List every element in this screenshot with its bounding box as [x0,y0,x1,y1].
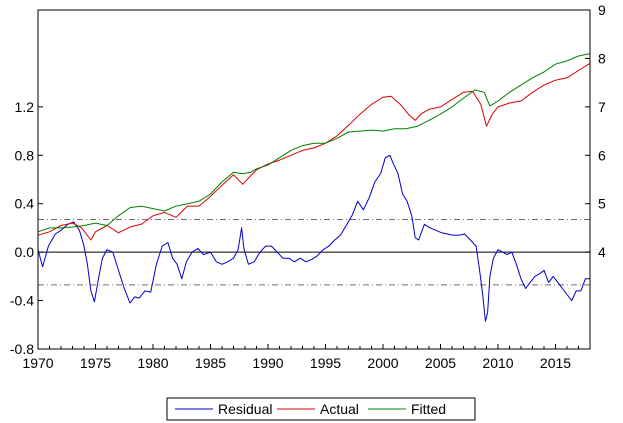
right-y-tick-label: 6 [598,147,606,163]
left-y-tick-label: 0.0 [15,244,35,260]
series-line-actual [37,62,591,241]
left-y-tick-label: -0.4 [10,293,34,309]
right-y-tick-label: 7 [598,99,606,115]
left-y-tick-label: 1.2 [15,99,35,115]
x-tick-label: 1980 [137,355,168,371]
x-tick-label: 2005 [425,355,456,371]
x-tick-label: 1985 [195,355,226,371]
x-tick-label: 1995 [310,355,341,371]
series-line-residual [37,154,590,322]
x-tick-label: 2000 [367,355,398,371]
legend-label-fitted: Fitted [411,401,446,417]
plot-frame [37,9,591,350]
legend-box [166,397,476,421]
series-line-fitted [37,53,591,233]
x-tick-label: 1970 [22,355,53,371]
legend: Residual Actual Fitted [166,397,476,421]
left-y-tick-label: 0.4 [15,196,35,212]
x-tick-label: 2015 [540,355,571,371]
right-y-tick-label: 5 [598,196,606,212]
axes: 1970 1975 1980 1985 1990 1995 2000 2005 2010 2015… [10,2,606,371]
legend-label-actual: Actual [320,401,359,417]
x-tick-label: 1975 [80,355,111,371]
right-y-tick-label: 9 [598,2,606,18]
left-y-tick-label: 0.8 [15,147,35,163]
right-y-tick-label: 8 [598,50,606,66]
plot-area [37,53,591,322]
x-tick-label: 1990 [252,355,283,371]
x-tick-label: 2010 [482,355,513,371]
legend-label-residual: Residual [218,401,272,417]
left-y-tick-label: -0.8 [10,341,34,357]
right-y-tick-label: 4 [598,244,606,260]
